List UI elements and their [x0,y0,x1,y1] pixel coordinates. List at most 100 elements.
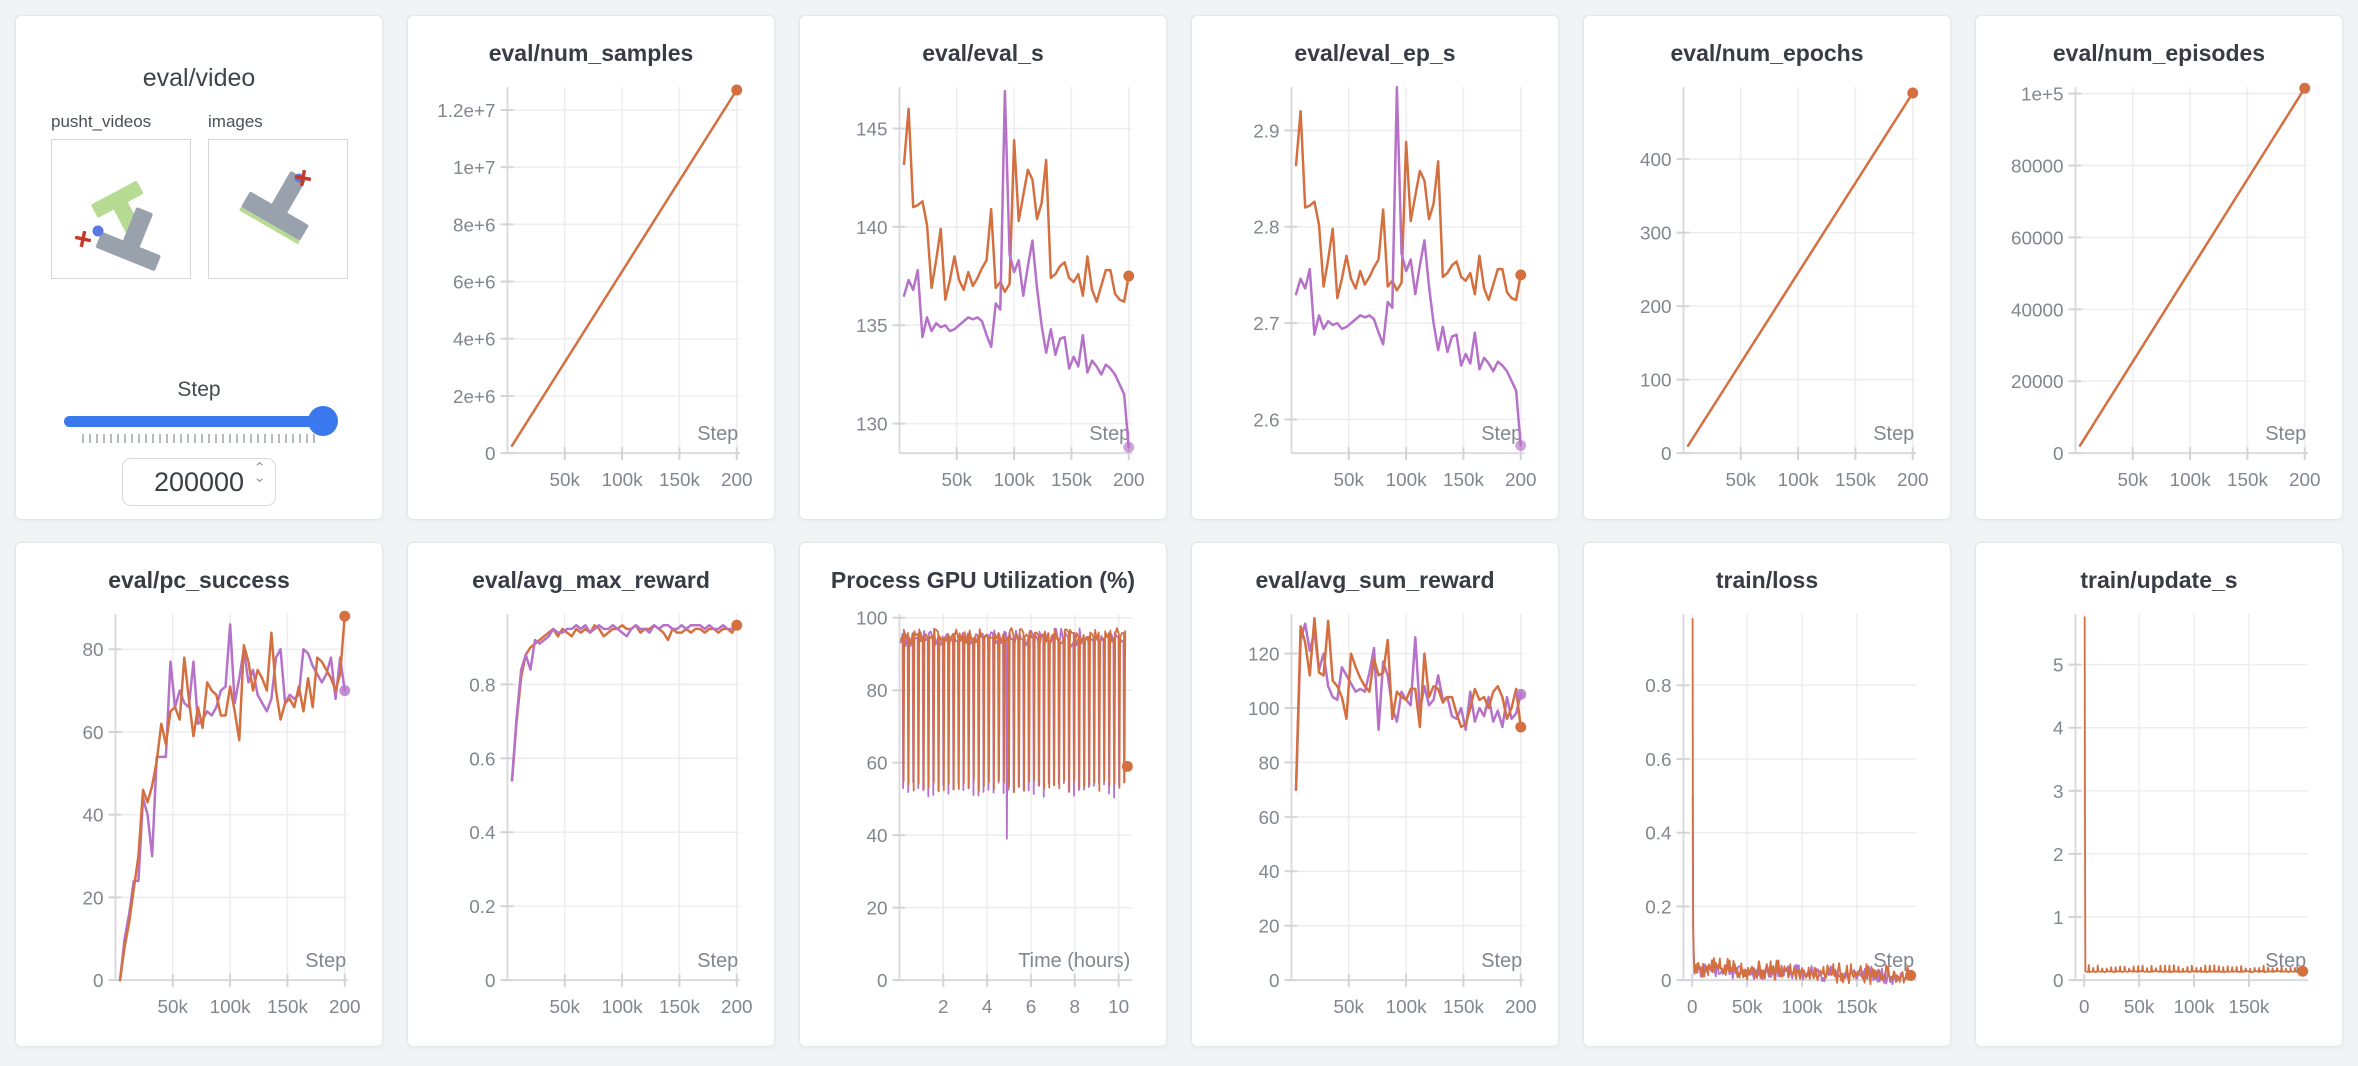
svg-text:1e+7: 1e+7 [453,158,496,179]
media-pusht-videos[interactable]: pusht_videos [51,112,191,279]
svg-text:50k: 50k [158,997,189,1018]
svg-text:100k: 100k [1778,470,1819,491]
svg-text:Step: Step [1873,423,1914,445]
chart-eval-num_samples[interactable]: 50k 100k 150k 200 0 2e+6 4e+6 6e+6 8e+6 1e+7 1.2e+… [408,70,774,516]
panel-eval-avg_sum_reward: eval/avg_sum_reward 50k 100k 150k 200 0 20 40 6… [1191,542,1559,1047]
svg-text:80: 80 [1259,753,1280,774]
panel-train-update_s: train/update_s 0 50k 100k 150k 0 1 2 3 4 5 Step [1975,542,2343,1047]
svg-text:4e+6: 4e+6 [453,330,496,351]
svg-text:8e+6: 8e+6 [453,215,496,236]
svg-text:0: 0 [1269,971,1280,992]
svg-text:50k: 50k [1726,470,1757,491]
chart-eval-eval_ep_s[interactable]: 50k 100k 150k 200 2.6 2.7 2.8 2.9 Step [1192,70,1558,516]
target-cross-icon [74,230,92,248]
svg-text:0.4: 0.4 [469,823,495,844]
block-t-shape-icon [239,171,309,245]
panel-eval-eval_s: eval/eval_s 50k 100k 150k 200 130 135 140 145 St… [799,15,1167,520]
pusht-video-thumbnail[interactable] [51,139,191,279]
media-label: images [208,112,263,131]
svg-text:8: 8 [1070,997,1081,1018]
svg-text:10: 10 [1108,997,1129,1018]
svg-text:1e+5: 1e+5 [2021,85,2064,106]
svg-text:Step: Step [1089,423,1130,445]
svg-text:100k: 100k [602,470,643,491]
step-slider-track[interactable] [64,406,338,436]
step-control: Step 200000 ⌃ ⌄ [16,378,382,506]
svg-text:0.2: 0.2 [469,897,495,918]
svg-text:60000: 60000 [2011,228,2064,249]
svg-text:2: 2 [938,997,949,1018]
step-slider-label: Step [177,378,221,401]
svg-text:100k: 100k [602,997,643,1018]
images-thumbnail[interactable] [208,139,348,279]
svg-text:0: 0 [1661,444,1672,465]
svg-text:4: 4 [982,997,993,1018]
svg-text:100k: 100k [1782,997,1823,1018]
svg-text:80000: 80000 [2011,156,2064,177]
svg-text:50k: 50k [550,997,581,1018]
svg-text:150k: 150k [1051,470,1092,491]
svg-text:60: 60 [1259,808,1280,829]
step-number-input[interactable]: 200000 ⌃ ⌄ [122,458,276,506]
svg-text:6e+6: 6e+6 [453,273,496,294]
step-slider-ticks [82,434,316,443]
svg-text:40: 40 [1259,862,1280,883]
chart-title: eval/num_episodes [2052,40,2266,66]
svg-text:200: 200 [329,997,361,1018]
chart-eval-pc_success[interactable]: 50k 100k 150k 200 0 20 40 60 80 Step [16,597,382,1043]
chart-train-loss[interactable]: 0 50k 100k 150k 0 0.2 0.4 0.6 0.8 Step [1584,597,1950,1043]
block-t-shape-icon [95,207,161,271]
svg-text:Step: Step [697,950,738,972]
chart-title: eval/pc_success [108,567,290,593]
svg-text:2: 2 [2053,845,2064,866]
svg-text:50k: 50k [550,470,581,491]
panel-eval-pc_success: eval/pc_success 50k 100k 150k 200 0 20 40 60 80 S… [15,542,383,1047]
svg-text:150k: 150k [1836,997,1877,1018]
svg-text:0: 0 [1661,971,1672,992]
svg-text:0: 0 [2053,444,2064,465]
panel-eval-video: eval/video pusht_videos [15,15,383,520]
svg-text:130: 130 [856,415,888,436]
svg-text:200: 200 [1640,297,1672,318]
svg-text:60: 60 [867,754,888,775]
panel-eval-eval_ep_s: eval/eval_ep_s 50k 100k 150k 200 2.6 2.7 2.8 2.… [1191,15,1559,520]
svg-text:40000: 40000 [2011,300,2064,321]
svg-text:2.8: 2.8 [1253,218,1279,239]
chart-title: eval/avg_max_reward [472,567,710,593]
chart-title: eval/num_epochs [1670,40,1864,66]
svg-text:20: 20 [1259,917,1280,938]
media-row: pusht_videos [51,112,348,279]
svg-text:100k: 100k [210,997,251,1018]
chart-eval-avg_max_reward[interactable]: 50k 100k 150k 200 0 0.2 0.4 0.6 0.8 Step [408,597,774,1043]
chart-train-update_s[interactable]: 0 50k 100k 150k 0 1 2 3 4 5 Step [1976,597,2342,1043]
svg-text:0: 0 [1687,997,1698,1018]
media-images[interactable]: images [208,112,348,279]
step-slider-thumb[interactable] [308,406,338,436]
chart-eval-avg_sum_reward[interactable]: 50k 100k 150k 200 0 20 40 60 80 100 120 Step [1192,597,1558,1043]
stepper-arrows-icon[interactable]: ⌃ ⌄ [253,459,266,486]
svg-text:150k: 150k [2228,997,2269,1018]
svg-text:120: 120 [1248,645,1280,666]
svg-text:0: 0 [877,971,888,992]
panel-eval-num_episodes: eval/num_episodes 50k 100k 150k 200 0 20000 40… [1975,15,2343,520]
chart-eval-num_epochs[interactable]: 50k 100k 150k 200 0 100 200 300 400 Step [1584,70,1950,516]
svg-text:Step: Step [2265,950,2306,972]
chart-eval-eval_s[interactable]: 50k 100k 150k 200 130 135 140 145 Step [800,70,1166,516]
svg-text:100: 100 [1640,371,1672,392]
chart-eval-num_episodes[interactable]: 50k 100k 150k 200 0 20000 40000 60000 80000 1e+5 S… [1976,70,2342,516]
chart-title: train/update_s [2080,567,2238,593]
svg-text:200: 200 [721,470,753,491]
media-label: pusht_videos [51,112,152,131]
svg-text:Step: Step [697,423,738,445]
svg-text:400: 400 [1640,150,1672,171]
panel-eval-num_samples: eval/num_samples 50k 100k 150k 200 0 2e+6 4e+6… [407,15,775,520]
svg-text:40: 40 [867,826,888,847]
svg-text:2e+6: 2e+6 [453,387,496,408]
svg-text:80: 80 [867,681,888,702]
svg-text:Step: Step [2265,423,2306,445]
chart-title: eval/num_samples [488,40,694,66]
svg-text:0.8: 0.8 [1645,676,1671,697]
svg-text:0: 0 [2079,997,2090,1018]
chart-title: Process GPU Utilization (%) [830,567,1136,593]
